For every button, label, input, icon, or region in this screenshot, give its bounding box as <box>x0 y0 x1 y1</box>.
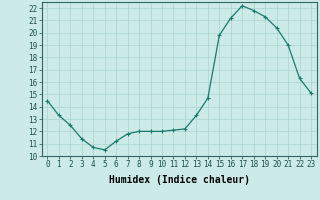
X-axis label: Humidex (Indice chaleur): Humidex (Indice chaleur) <box>109 175 250 185</box>
